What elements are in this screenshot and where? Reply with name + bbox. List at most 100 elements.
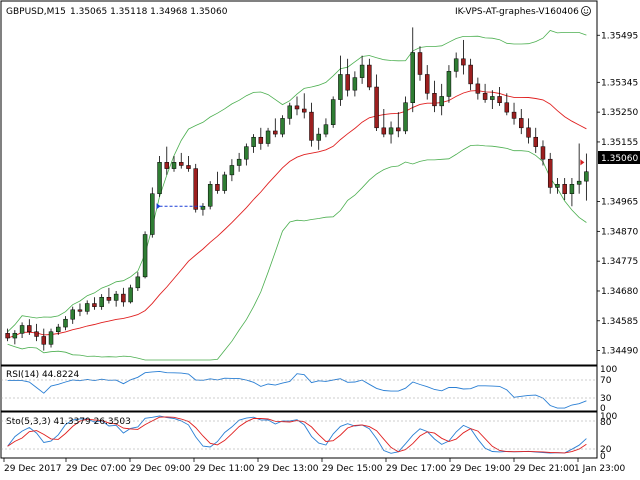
candle: [562, 178, 567, 200]
candle: [576, 143, 582, 194]
candle: [5, 328, 10, 342]
time-tick-label: 29 Dec 09:00: [130, 464, 191, 474]
candle: [164, 146, 170, 175]
candle: [265, 127, 271, 147]
candle: [301, 93, 307, 119]
candle-body: [540, 146, 546, 160]
candle-body: [244, 146, 249, 160]
candle: [70, 306, 75, 324]
stoch-pane[interactable]: [0, 411, 598, 459]
candle-body: [41, 336, 47, 345]
moving-average: [7, 90, 587, 339]
price-tick-label: 1.35345: [601, 78, 638, 88]
candle-body: [345, 74, 350, 91]
candle-body: [396, 127, 401, 132]
candle-body: [92, 303, 97, 307]
candle: [367, 58, 372, 91]
candle: [309, 102, 314, 147]
candle: [388, 121, 394, 144]
main-pane[interactable]: [0, 0, 598, 366]
smiley-mouth-icon: [583, 11, 589, 14]
candle: [547, 152, 553, 194]
smiley-eye-icon: [583, 9, 586, 11]
candle: [475, 77, 481, 100]
lower-band-line: [7, 144, 587, 361]
candle: [142, 231, 148, 279]
candle-body: [367, 64, 372, 88]
price-axis: 1.35495 1.35345 1.35250 1.35155 1.34965 1.348…: [597, 31, 638, 357]
candle-body: [417, 52, 423, 75]
candle-body: [432, 93, 437, 107]
bollinger-bands: [7, 30, 587, 361]
current-price-label: 1.35060: [601, 154, 638, 164]
rsi-path: [7, 370, 587, 409]
time-tick-label: 29 Dec 19:00: [450, 464, 511, 474]
candle-body: [193, 168, 198, 210]
time-tick-label: 29 Dec 21:00: [514, 464, 575, 474]
price-tick-label: 1.35155: [601, 138, 638, 148]
candle-body: [338, 74, 343, 100]
candle-body: [48, 331, 54, 345]
candle: [519, 108, 524, 135]
candle-body: [222, 174, 227, 191]
candle-body: [497, 96, 502, 103]
candle-body: [27, 325, 32, 333]
candle-body: [403, 102, 408, 132]
candle: [99, 294, 104, 310]
smiley-eye-icon: [586, 9, 589, 11]
time-tick-label: 29 Dec 2017: [4, 464, 62, 474]
candle: [330, 96, 336, 128]
candle: [511, 102, 517, 125]
candle-body: [547, 158, 553, 188]
ma-line: [7, 90, 587, 339]
candle: [150, 187, 155, 238]
candle-body: [555, 184, 560, 188]
rsi-level-label: 30: [600, 394, 612, 404]
candle-body: [381, 127, 387, 135]
time-tick-label: 29 Dec 07:00: [66, 464, 127, 474]
candle-body: [323, 124, 329, 135]
candle-body: [121, 293, 126, 303]
candle-body: [99, 296, 104, 307]
candle-body: [280, 118, 285, 135]
price-tick-label: 1.35495: [601, 31, 638, 41]
candle: [396, 112, 401, 138]
candle-body: [164, 162, 170, 169]
rsi-pane[interactable]: [0, 365, 598, 412]
candle: [584, 153, 589, 201]
candle-body: [301, 108, 307, 113]
candle-body: [113, 293, 119, 301]
candle: [77, 303, 83, 317]
rsi-label: RSI(14) 44.8224: [6, 370, 79, 380]
candle: [403, 96, 408, 135]
candle-body: [84, 303, 90, 312]
stoch-label: Sto(5,3,3) 41.3379 26.3503: [6, 417, 131, 427]
trade-open-arrow-icon: [156, 203, 161, 210]
candle: [345, 58, 350, 97]
candle-body: [186, 165, 191, 169]
candle: [113, 290, 119, 307]
candle-body: [439, 96, 444, 107]
candle-body: [374, 86, 379, 129]
candle: [106, 287, 112, 304]
stoch-level-label: 20: [600, 445, 612, 455]
smiley-icon[interactable]: [581, 6, 591, 16]
upper-band-line: [7, 30, 587, 333]
candle-body: [388, 127, 394, 135]
candle-body: [56, 326, 61, 333]
candle: [461, 39, 466, 75]
candle: [171, 156, 177, 172]
candle-body: [504, 102, 510, 113]
candle: [179, 152, 184, 169]
candle: [236, 152, 242, 172]
candle: [446, 65, 452, 103]
candle-body: [461, 58, 466, 66]
candle: [135, 272, 141, 291]
candle: [468, 58, 473, 91]
stoch-main-path: [7, 415, 587, 454]
candle: [215, 171, 220, 194]
candle: [41, 328, 47, 351]
candle: [381, 108, 387, 138]
candle: [287, 102, 293, 125]
